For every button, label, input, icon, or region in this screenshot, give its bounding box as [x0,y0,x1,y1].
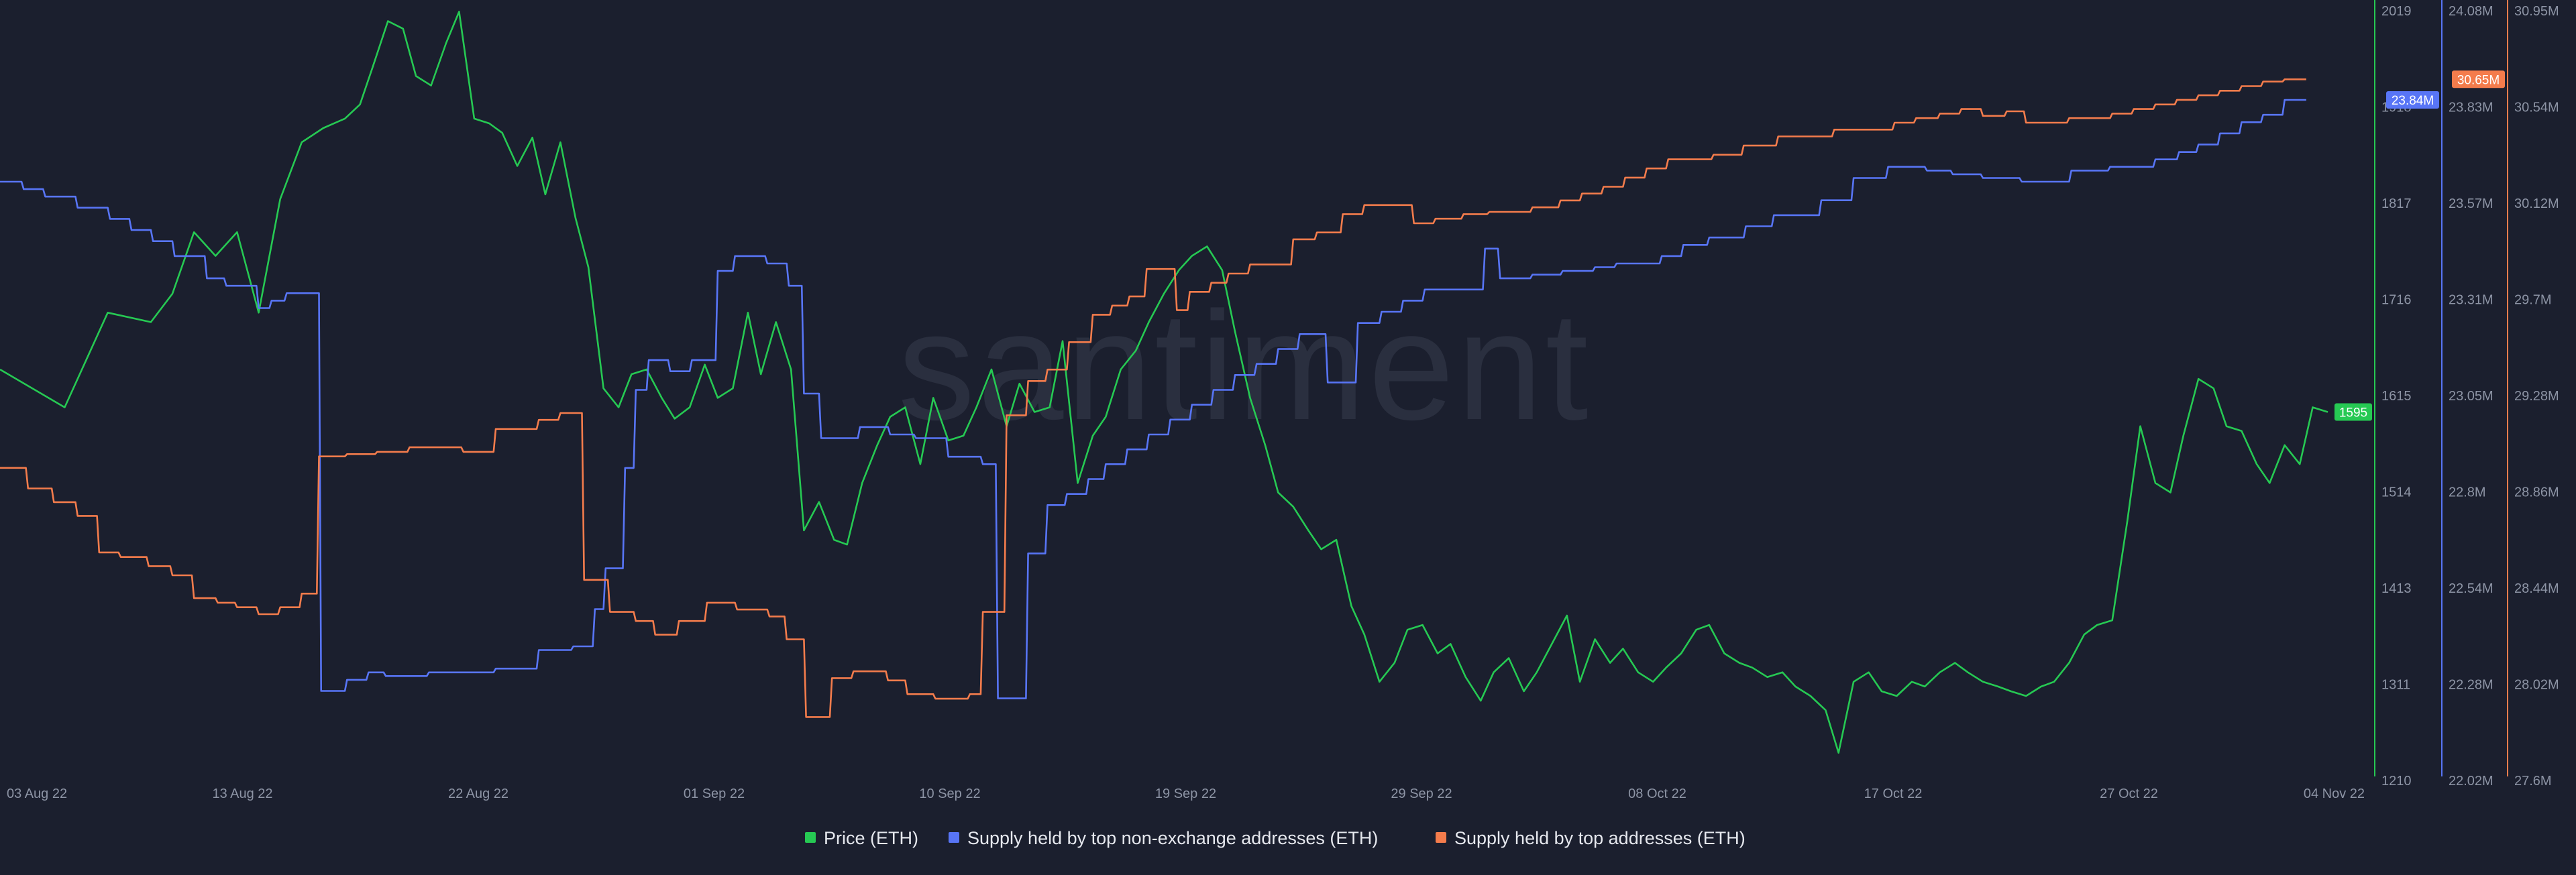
x-tick-label: 13 Aug 22 [212,786,272,801]
y-tick-label: 1311 [2381,678,2410,693]
y-tick-label: 1210 [2381,774,2412,789]
y-tick-label: 1514 [2381,485,2412,500]
x-tick-label: 08 Oct 22 [1628,786,1686,801]
legend-item-non_exchange[interactable]: Supply held by top non-exchange addresse… [949,828,1378,848]
y-tick-label: 1413 [2381,581,2412,596]
axis-layer: 2019191818171716161515141413131112101595… [2334,0,2559,789]
badge-bg [2334,403,2372,421]
y-tick-label: 30.12M [2514,196,2559,211]
y-axis-top: 30.95M 30.54M 30.12M 29.7M 29.28M 28.86M 28.44… [2452,0,2559,789]
current-value-badge-price: 1595 [2334,403,2372,421]
y-tick-label: 2019 [2381,4,2412,19]
x-tick-label: 03 Aug 22 [7,786,67,801]
badge-bg [2386,91,2439,109]
y-tick-label: 23.05M [2449,389,2493,404]
x-tick-label: 19 Sep 22 [1155,786,1216,801]
legend-label: Supply held by top non-exchange addresse… [967,828,1378,848]
legend-swatch [949,832,959,843]
badge-label: 1595 [2339,406,2367,420]
legend-item-price[interactable]: Price (ETH) [805,828,918,848]
legend-swatch [805,832,816,843]
y-tick-label: 1817 [2381,196,2412,211]
y-tick-label: 30.95M [2514,4,2559,19]
x-tick-label: 22 Aug 22 [448,786,508,801]
y-tick-label: 29.28M [2514,389,2559,404]
y-axis-non_exchange: 24.08M 23.83M 23.57M 23.31M 23.05M 22.8M 22.54… [2386,0,2493,789]
y-tick-label: 22.8M [2449,485,2486,500]
x-tick-label: 01 Sep 22 [684,786,745,801]
y-tick-label: 30.54M [2514,101,2559,115]
x-tick-label: 29 Sep 22 [1391,786,1452,801]
legend-label: Price (ETH) [824,828,918,848]
current-value-badge-non_exchange: 23.84M [2386,91,2439,109]
current-value-badge-top: 30.65M [2452,70,2505,89]
y-tick-label: 1615 [2381,389,2412,404]
series-line-non_exchange [0,99,2306,699]
x-tick-label: 10 Sep 22 [919,786,980,801]
y-tick-label: 28.86M [2514,485,2559,500]
y-tick-label: 22.54M [2449,581,2493,596]
series-layer [0,11,2328,754]
y-tick-label: 22.02M [2449,774,2493,789]
series-line-top [0,78,2306,718]
badge-label: 30.65M [2457,73,2500,87]
badge-bg [2452,70,2505,89]
y-tick-label: 23.57M [2449,196,2493,211]
x-tick-label: 27 Oct 22 [2100,786,2158,801]
y-tick-label: 23.31M [2449,293,2493,308]
x-tick-label: 04 Nov 22 [2304,786,2365,801]
legend-label: Supply held by top addresses (ETH) [1454,828,1746,848]
y-tick-label: 28.44M [2514,581,2559,596]
legend-swatch [1436,832,1446,843]
badge-label: 23.84M [2392,94,2434,108]
y-tick-label: 1716 [2381,293,2412,308]
y-tick-label: 28.02M [2514,678,2559,693]
y-tick-label: 27.6M [2514,774,2552,789]
y-axis-price: 2019191818171716161515141413131112101595 [2334,0,2412,789]
y-tick-label: 24.08M [2449,4,2493,19]
x-axis: 03 Aug 22 13 Aug 22 22 Aug 22 01 Sep 22 10 S… [7,786,2365,801]
x-tick-label: 17 Oct 22 [1864,786,1923,801]
y-tick-label: 23.83M [2449,101,2493,115]
legend[interactable]: Price (ETH) Supply held by top non-exchan… [805,828,1746,848]
legend-item-top[interactable]: Supply held by top addresses (ETH) [1436,828,1746,848]
y-tick-label: 29.7M [2514,293,2552,308]
y-tick-label: 22.28M [2449,678,2493,693]
santiment-watermark: santiment [898,280,1591,452]
series-line-price [0,11,2328,754]
